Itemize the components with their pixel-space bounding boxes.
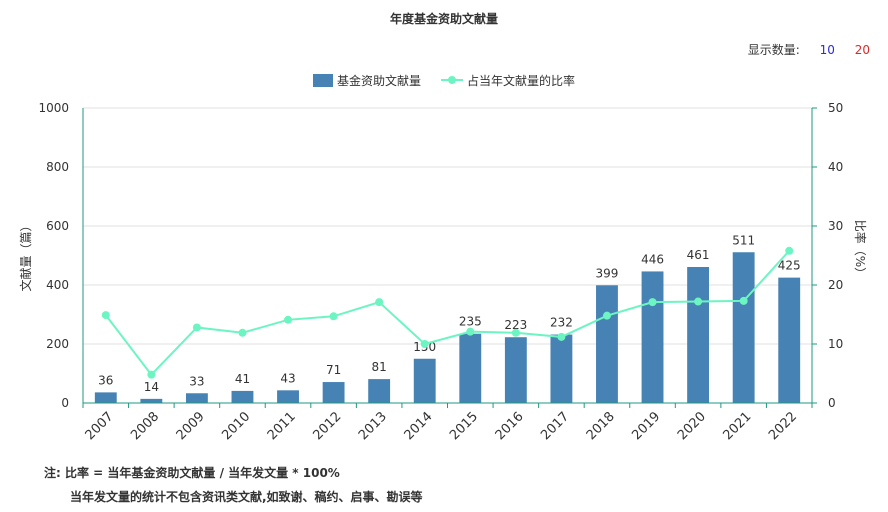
x-tick-label: 2007	[83, 409, 117, 443]
bar[interactable]	[641, 271, 664, 403]
ratio-point[interactable]	[101, 311, 110, 320]
legend-line-marker[interactable]	[448, 76, 456, 84]
bar[interactable]	[459, 333, 482, 403]
y-tick-label: 200	[46, 337, 69, 351]
bars: 3614334143718115023522323239944646151142…	[94, 233, 801, 403]
x-tick-label: 2020	[675, 409, 709, 443]
display-count-option-10[interactable]: 10	[819, 43, 835, 57]
y-tick-label: 400	[46, 278, 69, 292]
y2-tick-label: 20	[828, 278, 843, 292]
bar[interactable]	[596, 285, 618, 403]
ratio-point[interactable]	[466, 327, 475, 336]
bar[interactable]	[231, 390, 254, 403]
bar[interactable]	[687, 267, 710, 403]
bar-value-label: 232	[550, 316, 573, 330]
ratio-point[interactable]	[420, 340, 429, 348]
ratio-point[interactable]	[511, 328, 520, 337]
x-tick-label: 2015	[447, 409, 481, 443]
bar-value-label: 223	[504, 318, 527, 332]
y2-tick-label: 10	[828, 337, 843, 351]
bar-value-label: 43	[280, 371, 295, 385]
chart-title: 年度基金资助文献量	[389, 12, 498, 26]
x-tick-label: 2022	[766, 409, 800, 443]
x-tick-label: 2018	[584, 409, 618, 443]
bar-value-label: 425	[778, 259, 801, 273]
bar-value-label: 33	[189, 374, 204, 388]
bar[interactable]	[277, 390, 299, 403]
x-tick-label: 2014	[402, 409, 436, 443]
x-tick-label: 2009	[174, 409, 208, 443]
ratio-point[interactable]	[284, 315, 293, 324]
legend: 基金资助文献量 占当年文献量的比率	[313, 73, 575, 88]
display-count-control: 显示数量: 10 20	[748, 41, 870, 58]
legend-bar-label[interactable]: 基金资助文献量	[337, 73, 421, 88]
y2-tick-label: 0	[828, 396, 836, 410]
bar-value-label: 511	[732, 233, 755, 247]
bar-value-label: 14	[144, 380, 159, 394]
y-tick-label: 800	[46, 160, 69, 174]
ratio-point[interactable]	[602, 311, 611, 320]
chart-svg: 基金资助文献量 占当年文献量的比率 3614334143718115023522…	[18, 73, 868, 443]
note-formula: 注: 比率 = 当年基金资助文献量 / 当年发文量 * 100%	[44, 466, 340, 480]
bar-value-label: 36	[98, 373, 113, 387]
ratio-point[interactable]	[192, 323, 201, 332]
x-tick-label: 2010	[219, 409, 253, 443]
x-tick-label: 2008	[128, 409, 162, 443]
legend-line-label[interactable]: 占当年文献量的比率	[467, 73, 575, 88]
x-tick-label: 2013	[356, 409, 390, 443]
axes: 0 200 400 600 800 1000 0 10 20 30 40 50 2007 2008 2009…	[38, 101, 843, 443]
bar-value-label: 41	[235, 372, 250, 386]
y2-tick-label: 50	[828, 101, 843, 115]
y-axis-title: 文献量（篇）	[18, 219, 33, 291]
display-count-label: 显示数量:	[747, 43, 800, 57]
ratio-point[interactable]	[147, 370, 156, 379]
bar[interactable]	[550, 334, 573, 403]
bar[interactable]	[94, 392, 117, 403]
ratio-point[interactable]	[238, 328, 247, 337]
ratio-point[interactable]	[557, 332, 566, 341]
bar[interactable]	[368, 379, 391, 403]
ratio-point[interactable]	[648, 298, 657, 307]
y2-axis-title: 比率（%）	[853, 220, 868, 279]
ratio-point[interactable]	[739, 296, 748, 305]
x-tick-label: 2016	[493, 409, 527, 443]
bar[interactable]	[504, 337, 527, 403]
y2-tick-label: 30	[828, 219, 843, 233]
legend-bar-swatch[interactable]	[313, 74, 333, 87]
bar[interactable]	[185, 393, 208, 403]
y-tick-label: 0	[61, 396, 69, 410]
ratio-point[interactable]	[375, 298, 384, 307]
bar[interactable]	[413, 358, 436, 403]
y2-tick-label: 40	[828, 160, 843, 174]
bar-value-label: 235	[459, 315, 482, 329]
x-tick-label: 2021	[720, 409, 754, 443]
y-tick-label: 600	[46, 219, 69, 233]
ratio-point[interactable]	[329, 312, 338, 321]
bar[interactable]	[140, 398, 163, 403]
bar[interactable]	[322, 382, 345, 403]
bar-value-label: 399	[596, 266, 619, 280]
bar-value-label: 446	[641, 252, 664, 266]
bar-value-label: 461	[687, 248, 710, 262]
x-tick-label: 2012	[310, 409, 344, 443]
x-tick-label: 2019	[629, 409, 663, 443]
ratio-point[interactable]	[694, 297, 703, 306]
bar-value-label: 71	[326, 363, 341, 377]
display-count-option-20[interactable]: 20	[854, 43, 870, 57]
x-tick-label: 2017	[538, 409, 572, 443]
bar[interactable]	[732, 252, 755, 403]
y-tick-label: 1000	[38, 101, 69, 115]
ratio-line-path	[104, 250, 790, 377]
x-tick-label: 2011	[265, 409, 299, 443]
bar-value-label: 81	[372, 360, 387, 374]
ratio-point[interactable]	[785, 246, 794, 255]
note-exclusion: 当年发文量的统计不包含资讯类文献,如致谢、稿约、启事、勘误等	[70, 490, 423, 504]
ratio-line	[101, 246, 794, 379]
bar[interactable]	[778, 277, 801, 403]
